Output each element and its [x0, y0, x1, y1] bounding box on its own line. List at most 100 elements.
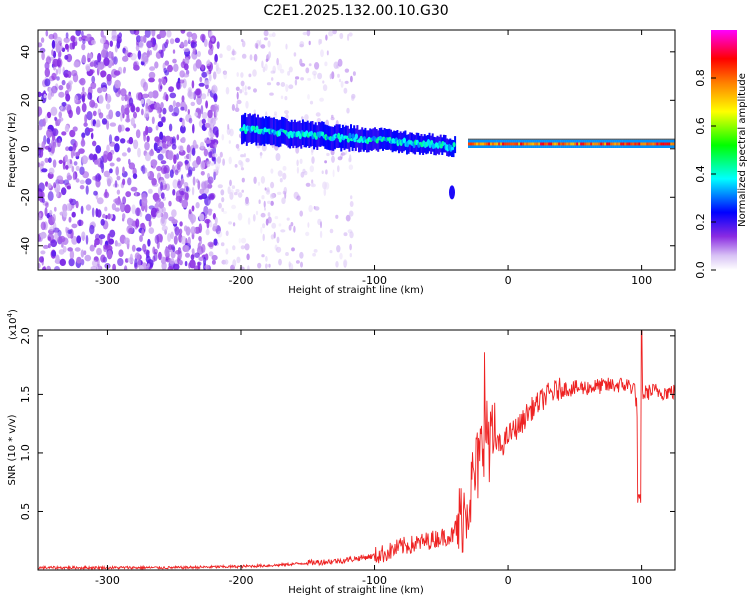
noise-blob [134, 258, 138, 268]
noise-blob [324, 160, 327, 164]
noise-blob [182, 73, 190, 78]
noise-blob [125, 191, 132, 198]
colorbar-gradient [711, 30, 737, 270]
noise-blob [285, 43, 288, 50]
noise-blob [179, 221, 183, 227]
noise-blob [60, 104, 63, 111]
noise-blob [141, 196, 148, 207]
carrier-band-core [484, 142, 487, 146]
noise-blob [322, 84, 328, 92]
noise-blob [44, 157, 49, 163]
noise-blob [350, 195, 353, 200]
noise-blob [291, 247, 295, 252]
noise-blob [307, 222, 310, 228]
noise-blob [124, 204, 131, 214]
noise-blob [208, 251, 214, 257]
noise-blob [211, 85, 216, 94]
noise-blob [82, 86, 85, 93]
noise-blob [222, 70, 227, 76]
noise-blob [231, 50, 237, 56]
noise-blob [200, 33, 206, 42]
noise-blob [158, 113, 162, 119]
noise-blob [145, 125, 149, 136]
noise-blob [247, 265, 250, 270]
noise-blob [231, 204, 237, 210]
carrier-band-core [528, 142, 531, 146]
noise-blob [196, 88, 202, 99]
noise-blob [307, 77, 311, 81]
noise-blob [93, 159, 99, 165]
noise-blob [99, 237, 103, 246]
noise-blob [38, 42, 43, 48]
noise-blob [114, 143, 120, 153]
carrier-band-core [538, 142, 541, 146]
noise-blob [343, 259, 348, 267]
carrier-band-core [506, 142, 509, 146]
noise-blob [157, 146, 163, 151]
signal-band-core [346, 137, 350, 143]
noise-blob [308, 40, 311, 46]
noise-blob [232, 222, 236, 227]
noise-blob [153, 142, 158, 152]
noise-blob [191, 80, 195, 89]
carrier-band-core [520, 142, 523, 146]
noise-blob [265, 256, 268, 262]
noise-blob [53, 182, 57, 189]
noise-blob [85, 185, 89, 195]
noise-blob [88, 53, 93, 60]
carrier-band-core [588, 142, 591, 146]
noise-blob [75, 165, 80, 172]
noise-blob [212, 116, 218, 121]
noise-blob [139, 235, 143, 242]
noise-blob [237, 212, 243, 221]
noise-blob [99, 234, 106, 240]
noise-blob [313, 249, 318, 253]
carrier-band-core [512, 142, 515, 146]
noise-blob [172, 100, 176, 108]
noise-blob [68, 258, 75, 267]
noise-blob [277, 63, 282, 71]
carrier-band-core [616, 142, 619, 146]
noise-blob [351, 93, 356, 99]
noise-blob [68, 109, 73, 119]
noise-blob [222, 211, 228, 214]
noise-blob [100, 218, 105, 226]
chart-title: C2E1.2025.132.00.10.G30 [263, 3, 448, 19]
noise-blob [180, 125, 186, 134]
noise-blob [148, 77, 155, 83]
noise-blob [115, 110, 121, 118]
noise-blob [349, 231, 354, 239]
noise-blob [70, 35, 76, 42]
noise-blob [245, 100, 249, 109]
noise-blob [279, 178, 283, 183]
noise-blob [55, 68, 59, 76]
noise-blob [106, 144, 110, 154]
noise-blob [286, 217, 290, 221]
noise-blob [123, 68, 126, 74]
noise-blob [205, 60, 211, 66]
noise-blob [71, 69, 78, 77]
noise-blob [319, 230, 323, 239]
carrier-band-core [532, 142, 535, 146]
noise-blob [192, 47, 197, 55]
carrier-band-core [648, 142, 651, 146]
noise-blob [326, 50, 329, 56]
noise-blob [195, 144, 199, 149]
noise-blob [296, 195, 301, 201]
colorbar-tick-label: 0.4 [694, 165, 707, 183]
noise-blob [96, 209, 102, 218]
noise-blob [58, 85, 64, 91]
noise-blob [65, 146, 70, 151]
noise-blob [165, 39, 169, 45]
noise-blob [95, 145, 102, 154]
noise-blob [109, 162, 115, 167]
noise-blob [114, 180, 118, 188]
noise-blob [122, 213, 126, 220]
carrier-band-core [668, 142, 671, 146]
noise-blob [305, 67, 310, 74]
noise-blob [47, 147, 52, 152]
noise-blob [281, 197, 286, 205]
noise-blob [300, 261, 303, 268]
noise-blob [191, 186, 195, 196]
